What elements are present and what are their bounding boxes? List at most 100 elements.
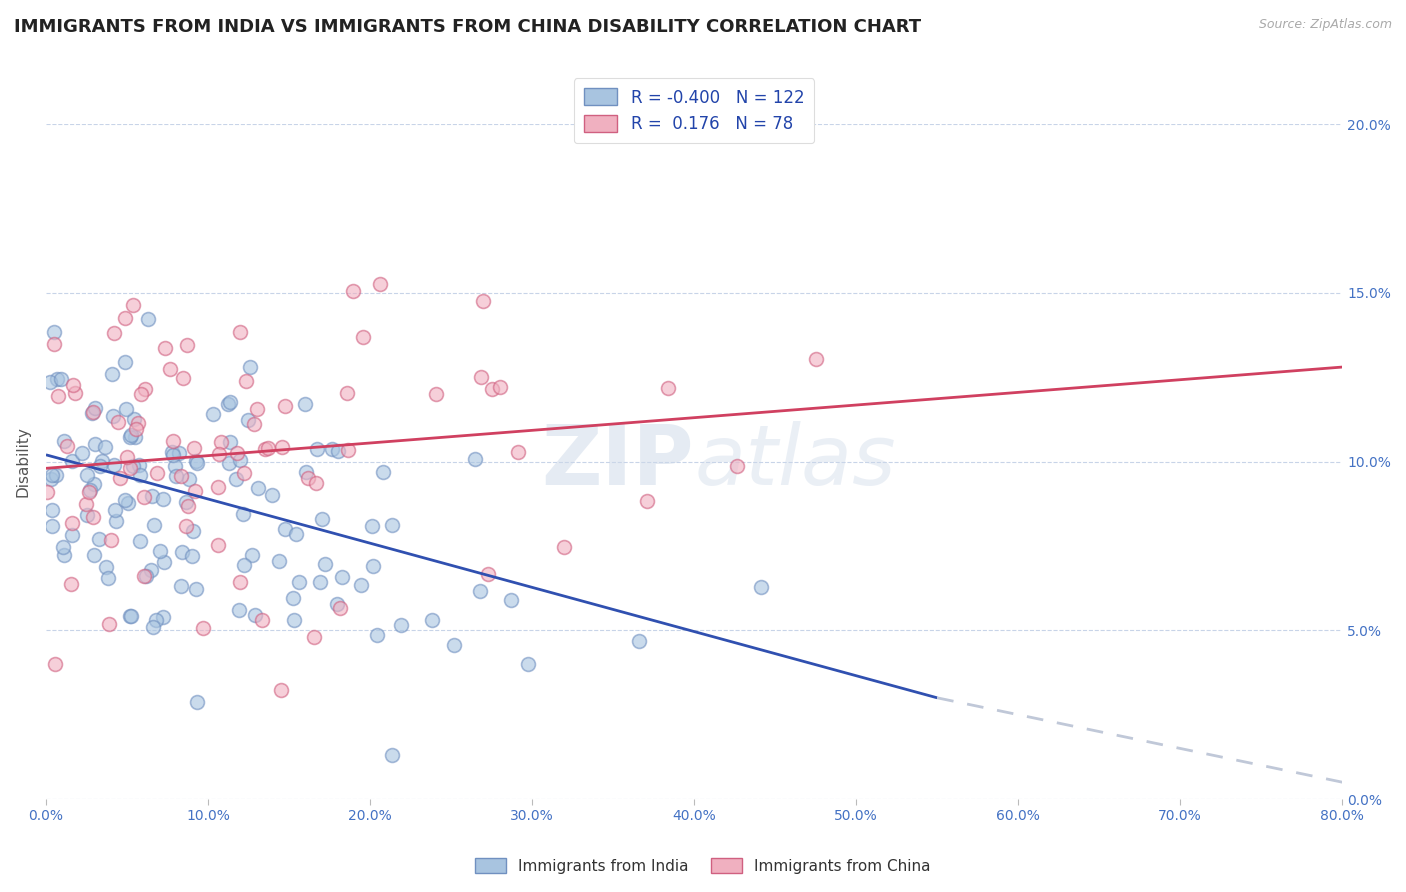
Point bbox=[328, 600, 350, 615]
Point bbox=[321, 442, 343, 457]
Point bbox=[247, 482, 270, 496]
Point bbox=[52, 540, 75, 554]
Point bbox=[243, 417, 266, 431]
Point bbox=[42, 326, 65, 340]
Point bbox=[229, 452, 252, 467]
Y-axis label: Disability: Disability bbox=[15, 426, 30, 497]
Point bbox=[149, 543, 172, 558]
Legend: R = -0.400   N = 122, R =  0.176   N = 78: R = -0.400 N = 122, R = 0.176 N = 78 bbox=[574, 78, 814, 143]
Point bbox=[46, 372, 69, 386]
Point bbox=[252, 613, 274, 627]
Point bbox=[470, 370, 492, 384]
Point bbox=[229, 326, 252, 340]
Point bbox=[103, 326, 125, 340]
Point bbox=[152, 610, 174, 624]
Point bbox=[152, 491, 174, 506]
Point bbox=[52, 434, 75, 448]
Point bbox=[115, 401, 138, 416]
Text: atlas: atlas bbox=[695, 421, 896, 502]
Point bbox=[114, 355, 136, 369]
Point bbox=[128, 458, 150, 472]
Point bbox=[120, 608, 142, 623]
Point bbox=[283, 613, 305, 627]
Point bbox=[110, 471, 132, 485]
Point bbox=[118, 608, 141, 623]
Point bbox=[472, 294, 495, 309]
Point bbox=[725, 458, 748, 473]
Point bbox=[80, 406, 103, 420]
Point bbox=[94, 559, 117, 574]
Point bbox=[129, 387, 152, 401]
Point bbox=[101, 409, 124, 423]
Point bbox=[89, 458, 111, 473]
Point bbox=[420, 613, 443, 627]
Point bbox=[184, 582, 207, 596]
Point bbox=[337, 443, 360, 458]
Point bbox=[117, 496, 139, 510]
Point bbox=[330, 569, 353, 583]
Point bbox=[381, 518, 404, 533]
Point bbox=[122, 298, 145, 312]
Point bbox=[186, 454, 208, 468]
Point bbox=[326, 597, 349, 611]
Point bbox=[135, 569, 157, 583]
Point bbox=[45, 468, 67, 483]
Point bbox=[371, 466, 394, 480]
Point bbox=[226, 446, 249, 460]
Point bbox=[314, 557, 336, 571]
Point bbox=[141, 489, 163, 503]
Point bbox=[177, 499, 200, 513]
Point bbox=[219, 394, 242, 409]
Point bbox=[172, 545, 194, 559]
Point bbox=[114, 493, 136, 508]
Point bbox=[52, 548, 75, 562]
Point bbox=[239, 359, 262, 374]
Point bbox=[274, 399, 297, 413]
Point bbox=[159, 362, 181, 376]
Point bbox=[107, 415, 129, 429]
Point bbox=[39, 472, 62, 486]
Point bbox=[120, 430, 142, 444]
Point bbox=[77, 485, 100, 500]
Point bbox=[257, 441, 280, 455]
Point bbox=[270, 682, 292, 697]
Point bbox=[134, 383, 156, 397]
Point bbox=[235, 374, 257, 388]
Point bbox=[238, 412, 260, 426]
Point bbox=[516, 657, 538, 671]
Point bbox=[76, 468, 98, 483]
Point bbox=[152, 555, 174, 569]
Point bbox=[488, 380, 510, 394]
Point bbox=[139, 563, 162, 577]
Point bbox=[118, 461, 141, 475]
Point bbox=[134, 490, 156, 504]
Point bbox=[657, 381, 679, 395]
Point bbox=[60, 516, 83, 531]
Point bbox=[481, 382, 503, 396]
Point bbox=[97, 571, 120, 585]
Point bbox=[120, 427, 142, 442]
Point bbox=[477, 566, 499, 581]
Point bbox=[153, 342, 176, 356]
Point bbox=[75, 497, 97, 511]
Point bbox=[350, 577, 373, 591]
Point bbox=[100, 368, 122, 382]
Point bbox=[94, 440, 117, 454]
Point bbox=[100, 533, 122, 548]
Point bbox=[37, 485, 59, 500]
Point bbox=[122, 458, 145, 473]
Point bbox=[342, 284, 364, 298]
Point bbox=[183, 483, 205, 498]
Point bbox=[46, 389, 69, 403]
Point bbox=[749, 580, 772, 594]
Text: IMMIGRANTS FROM INDIA VS IMMIGRANTS FROM CHINA DISABILITY CORRELATION CHART: IMMIGRANTS FROM INDIA VS IMMIGRANTS FROM… bbox=[14, 18, 921, 36]
Point bbox=[174, 494, 197, 508]
Point bbox=[76, 508, 98, 522]
Point bbox=[389, 617, 412, 632]
Point bbox=[122, 412, 145, 426]
Text: ZIP: ZIP bbox=[541, 421, 695, 502]
Point bbox=[201, 407, 224, 421]
Point bbox=[60, 454, 83, 468]
Point bbox=[170, 579, 193, 593]
Point bbox=[98, 617, 121, 632]
